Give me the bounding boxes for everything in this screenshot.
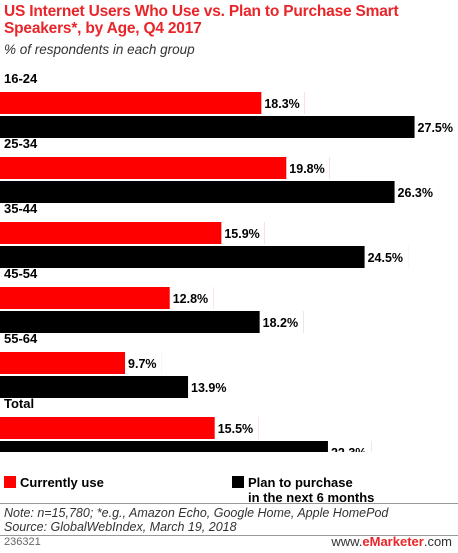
brand-suffix: .com — [423, 534, 452, 549]
divider-top — [0, 503, 458, 504]
value-label-45-54-plan-to-purchase: 18.2% — [263, 316, 298, 330]
legend-swatch-plan-to-purchase — [232, 476, 244, 488]
value-label-55-64-currently-use: 9.7% — [128, 357, 157, 371]
value-label-pad-16-24-plan-to-purchase — [414, 116, 458, 138]
bar-16-24-currently-use — [0, 92, 305, 114]
bar-25-34-plan-to-purchase — [0, 181, 439, 203]
value-label-25-34-plan-to-purchase: 26.3% — [398, 186, 433, 200]
bar-55-64-currently-use — [0, 352, 162, 374]
footnote: Note: n=15,780; *e.g., Amazon Echo, Goog… — [4, 506, 389, 520]
bar-35-44-plan-to-purchase — [0, 246, 409, 268]
legend-label-plan-to-purchase: Plan to purchase in the next 6 months — [248, 475, 374, 505]
value-label-16-24-plan-to-purchase: 27.5% — [418, 121, 453, 135]
value-label-pad-25-34-plan-to-purchase — [394, 181, 439, 203]
bar-25-34-currently-use — [0, 157, 330, 179]
value-label-total-currently-use: 15.5% — [218, 422, 253, 436]
value-label-35-44-plan-to-purchase: 24.5% — [368, 251, 403, 265]
value-label-total-plan-to-purchase: 22.3% — [331, 446, 366, 452]
value-label-pad-55-64-currently-use — [125, 352, 162, 374]
category-label-45-54: 45-54 — [4, 266, 38, 281]
source-text: Source: GlobalWebIndex, March 19, 2018 — [4, 520, 237, 534]
value-label-35-44-currently-use: 15.9% — [224, 227, 259, 241]
value-label-pad-35-44-currently-use — [221, 222, 265, 244]
value-label-pad-55-64-plan-to-purchase — [188, 376, 232, 398]
bar-35-44-currently-use — [0, 222, 265, 244]
bar-45-54-currently-use — [0, 287, 214, 309]
bar-55-64-plan-to-purchase — [0, 376, 232, 398]
value-label-pad-35-44-plan-to-purchase — [364, 246, 409, 268]
category-label-16-24: 16-24 — [4, 71, 38, 86]
category-label-25-34: 25-34 — [4, 136, 38, 151]
category-label-total: Total — [4, 396, 34, 411]
bar-45-54-plan-to-purchase — [0, 311, 304, 333]
value-label-45-54-currently-use: 12.8% — [173, 292, 208, 306]
value-label-pad-total-currently-use — [214, 417, 259, 439]
value-label-pad-25-34-currently-use — [286, 157, 330, 179]
category-label-55-64: 55-64 — [4, 331, 38, 346]
value-label-16-24-currently-use: 18.3% — [264, 97, 299, 111]
value-label-pad-total-plan-to-purchase — [327, 441, 372, 452]
chart-subtitle: % of respondents in each group — [4, 42, 195, 57]
brand-name: eMarketer — [362, 534, 424, 549]
bar-total-plan-to-purchase — [0, 441, 372, 452]
value-label-55-64-plan-to-purchase: 13.9% — [191, 381, 226, 395]
legend-label-plan-line2: in the next 6 months — [248, 490, 375, 505]
legend-label-currently-use: Currently use — [20, 475, 104, 490]
value-label-pad-45-54-plan-to-purchase — [259, 311, 304, 333]
brand-logo[interactable]: www.eMarketer.com — [331, 534, 452, 549]
chart-id: 236321 — [4, 536, 41, 548]
chart-title: US Internet Users Who Use vs. Plan to Pu… — [4, 3, 399, 37]
legend-swatch-currently-use — [4, 476, 16, 488]
value-label-pad-16-24-currently-use — [261, 92, 305, 114]
bar-16-24-plan-to-purchase — [0, 116, 458, 138]
bar-total-currently-use — [0, 417, 259, 439]
legend-label-plan-line1: Plan to purchase — [248, 475, 353, 490]
brand-prefix: www. — [331, 534, 363, 549]
category-label-35-44: 35-44 — [4, 201, 38, 216]
divider-bottom — [0, 535, 458, 536]
bar-chart: 16-24 18.3% 27.5% 25-34 19.8% 26.3% 35-44 15.9%… — [0, 71, 458, 452]
value-label-25-34-currently-use: 19.8% — [289, 162, 324, 176]
value-label-pad-45-54-currently-use — [169, 287, 214, 309]
